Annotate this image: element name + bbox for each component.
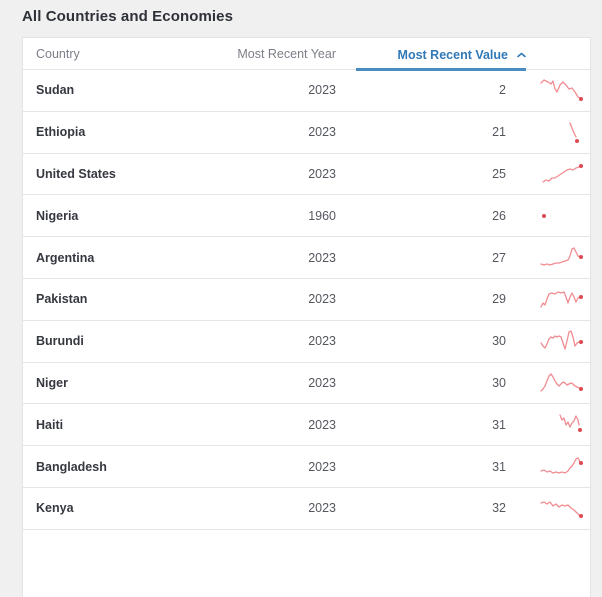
most-recent-year-value: 2023 bbox=[308, 125, 336, 140]
trend-sparkline-chart bbox=[540, 79, 583, 102]
most-recent-year-value: 2023 bbox=[308, 250, 336, 265]
most-recent-year-value: 2023 bbox=[308, 417, 336, 432]
table-row: Niger 2023 30 bbox=[23, 363, 590, 405]
most-recent-value: 29 bbox=[492, 292, 506, 307]
latest-point-dot bbox=[542, 213, 546, 218]
most-recent-year-value: 2023 bbox=[308, 292, 336, 307]
most-recent-value: 26 bbox=[492, 208, 506, 223]
active-sort-underline bbox=[356, 68, 526, 71]
country-name[interactable]: Bangladesh bbox=[36, 459, 107, 474]
latest-point-dot bbox=[579, 340, 583, 345]
most-recent-year-value: 2023 bbox=[308, 334, 336, 349]
sparkline-cell bbox=[506, 453, 592, 481]
most-recent-value: 2 bbox=[499, 83, 506, 98]
latest-point-dot bbox=[575, 139, 579, 144]
table-row: Argentina 2023 27 bbox=[23, 237, 590, 279]
sparkline-cell bbox=[506, 494, 592, 522]
table-row: Pakistan 2023 29 bbox=[23, 279, 590, 321]
table-row: Sudan 2023 2 bbox=[23, 70, 590, 112]
latest-point-dot bbox=[579, 460, 583, 465]
trend-sparkline-chart bbox=[542, 163, 583, 183]
most-recent-value: 30 bbox=[492, 334, 506, 349]
sparkline-cell bbox=[506, 369, 592, 397]
trend-sparkline-chart bbox=[540, 456, 583, 474]
sparkline-cell bbox=[506, 411, 592, 439]
country-name[interactable]: Niger bbox=[36, 375, 68, 390]
trend-sparkline-chart bbox=[542, 213, 546, 218]
most-recent-value: 31 bbox=[492, 417, 506, 432]
sparkline-cell bbox=[506, 202, 592, 230]
column-header-most-recent-value-label: Most Recent Value bbox=[397, 48, 508, 62]
most-recent-year-value: 2023 bbox=[308, 459, 336, 474]
table-row: Kenya 2023 32 bbox=[23, 488, 590, 530]
country-name[interactable]: Sudan bbox=[36, 83, 75, 98]
latest-point-dot bbox=[579, 386, 583, 391]
most-recent-year-value: 2023 bbox=[308, 375, 336, 390]
country-name[interactable]: United States bbox=[36, 166, 116, 181]
table-row: United States 2023 25 bbox=[23, 154, 590, 196]
trend-sparkline-chart bbox=[540, 501, 583, 519]
country-name[interactable]: Argentina bbox=[36, 250, 95, 265]
table-row: Nigeria 1960 26 bbox=[23, 195, 592, 238]
country-name[interactable]: Pakistan bbox=[36, 292, 88, 307]
trend-sparkline-chart bbox=[540, 291, 583, 309]
table-body: Sudan 2023 2 Ethiopia 2023 21 United States 202… bbox=[23, 70, 590, 530]
sparkline-cell bbox=[506, 160, 592, 188]
country-name[interactable]: Nigeria bbox=[36, 208, 79, 223]
latest-point-dot bbox=[579, 514, 583, 519]
latest-point-dot bbox=[579, 295, 583, 300]
table-row: Ethiopia 2023 21 bbox=[23, 112, 590, 154]
table-header-row: Country Most Recent Year Most Recent Val… bbox=[23, 38, 590, 71]
most-recent-year-value: 1960 bbox=[308, 208, 336, 223]
column-header-most-recent-year[interactable]: Most Recent Year bbox=[237, 47, 336, 61]
most-recent-value: 32 bbox=[492, 501, 506, 516]
column-header-country[interactable]: Country bbox=[36, 47, 80, 61]
latest-point-dot bbox=[579, 163, 583, 168]
table-row: Haiti 2023 31 bbox=[23, 404, 592, 447]
country-name[interactable]: Burundi bbox=[36, 334, 84, 349]
country-name[interactable]: Kenya bbox=[36, 501, 74, 516]
sparkline-cell bbox=[506, 327, 592, 355]
most-recent-value: 31 bbox=[492, 459, 506, 474]
table-row: Burundi 2023 30 bbox=[23, 321, 590, 363]
trend-sparkline-chart bbox=[559, 414, 582, 432]
most-recent-value: 30 bbox=[492, 375, 506, 390]
country-name[interactable]: Ethiopia bbox=[36, 125, 86, 140]
sparkline-cell bbox=[506, 118, 592, 146]
most-recent-year-value: 2023 bbox=[308, 501, 336, 516]
trend-sparkline-chart bbox=[540, 246, 583, 266]
latest-point-dot bbox=[579, 254, 583, 259]
most-recent-year-value: 2023 bbox=[308, 166, 336, 181]
most-recent-value: 25 bbox=[492, 166, 506, 181]
most-recent-value: 27 bbox=[492, 250, 506, 265]
column-header-most-recent-value[interactable]: Most Recent Value bbox=[356, 38, 526, 70]
most-recent-year-value: 2023 bbox=[308, 83, 336, 98]
countries-table-card: Country Most Recent Year Most Recent Val… bbox=[22, 37, 591, 597]
latest-point-dot bbox=[578, 427, 582, 432]
chevron-up-icon bbox=[517, 38, 526, 70]
sparkline-cell bbox=[506, 76, 592, 104]
sparkline-cell bbox=[506, 244, 592, 272]
country-name[interactable]: Haiti bbox=[36, 417, 64, 432]
page-title: All Countries and Economies bbox=[22, 8, 234, 25]
trend-sparkline-chart bbox=[540, 373, 583, 392]
trend-sparkline-chart bbox=[540, 330, 583, 350]
latest-point-dot bbox=[579, 97, 583, 102]
sparkline-cell bbox=[506, 285, 592, 313]
most-recent-value: 21 bbox=[492, 125, 506, 140]
table-row: Bangladesh 2023 31 bbox=[23, 446, 590, 488]
trend-sparkline-chart bbox=[569, 122, 579, 144]
